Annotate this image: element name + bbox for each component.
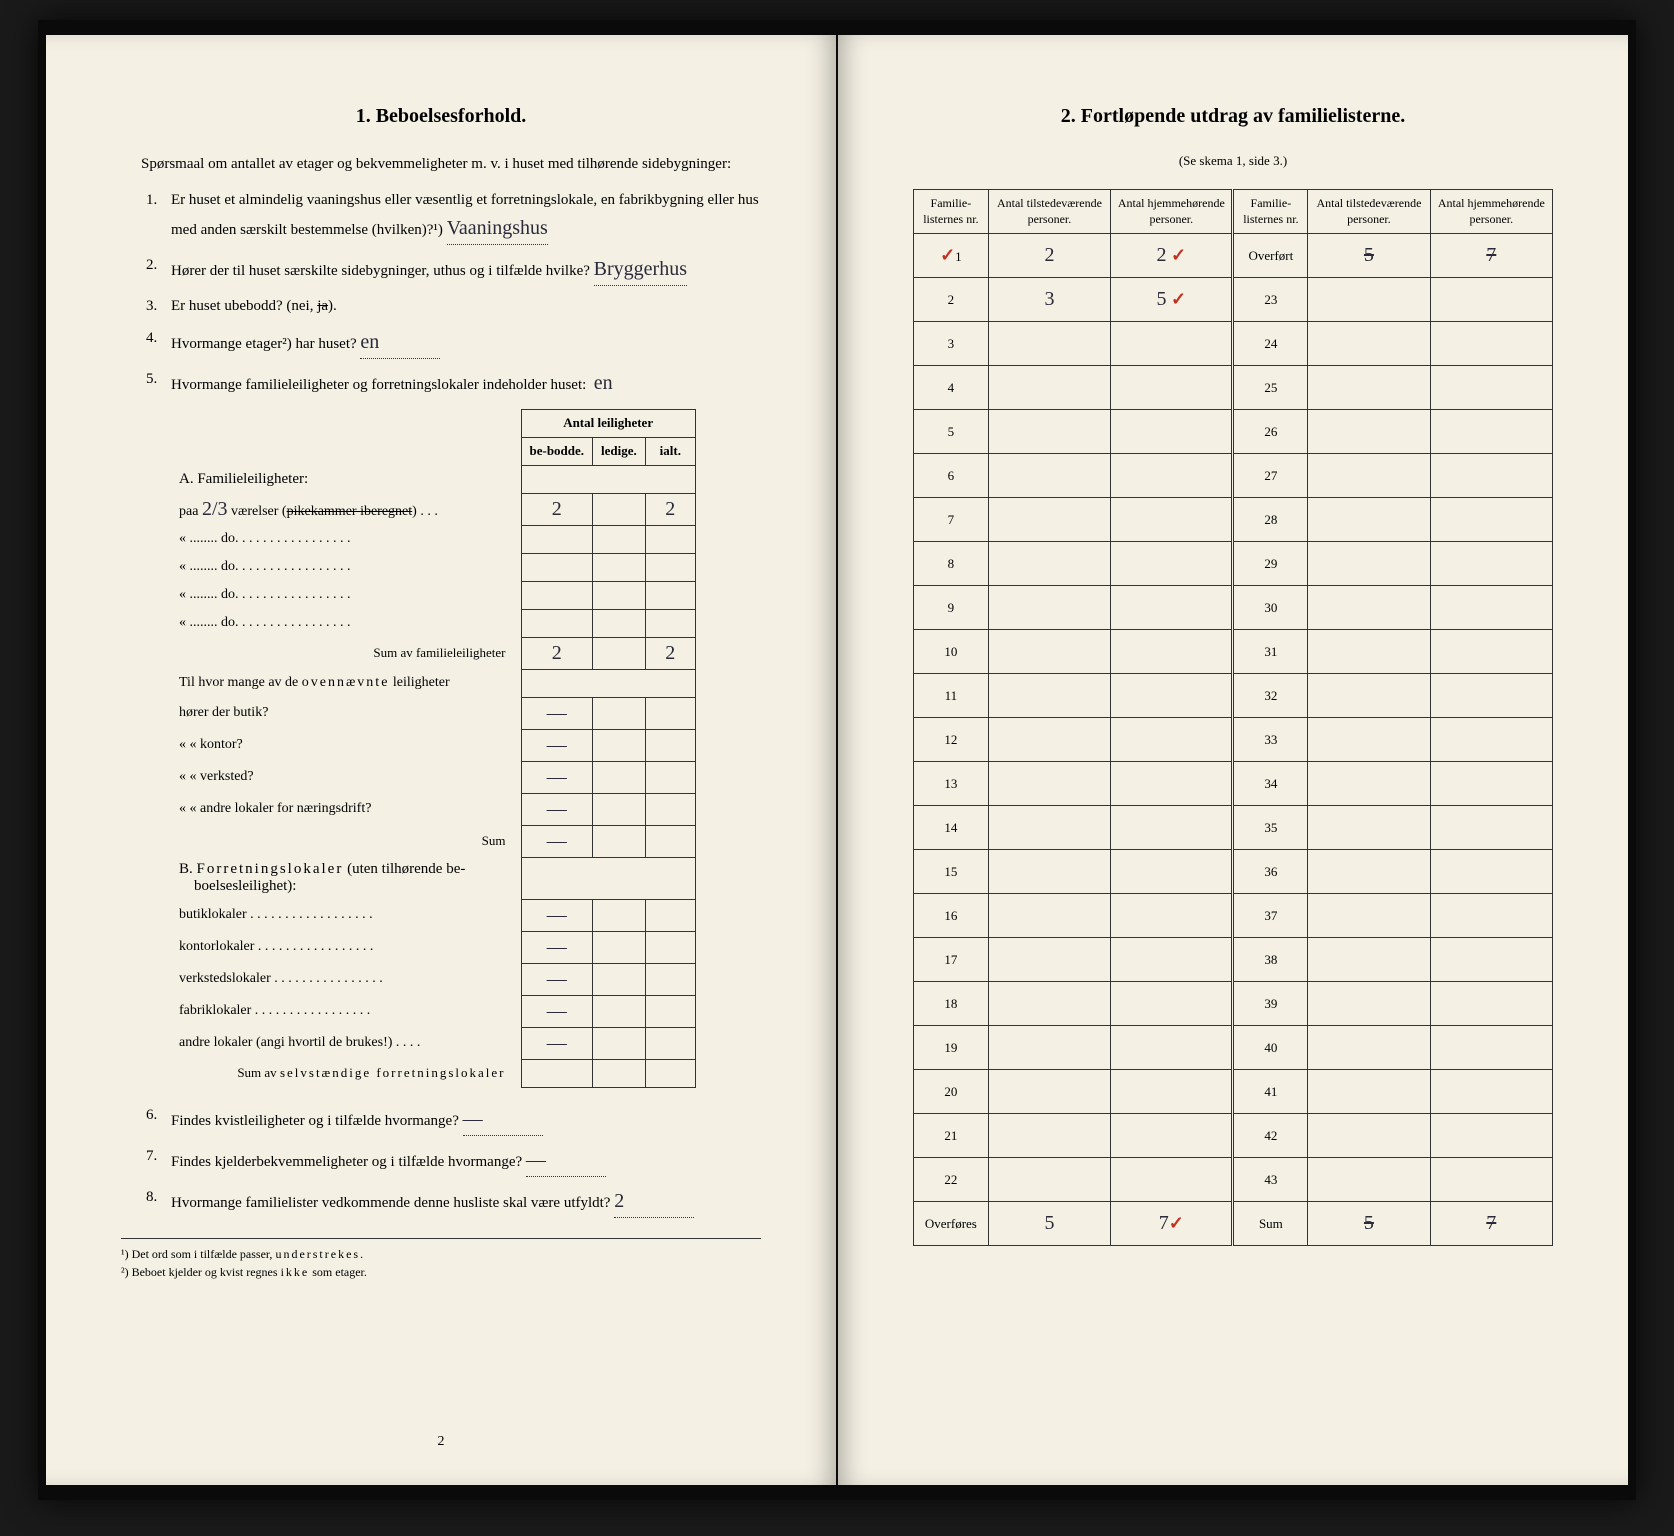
table-row: hører der butik? —: [171, 697, 695, 729]
table-row: 2142: [914, 1114, 1553, 1158]
section-1-num: 1.: [356, 105, 371, 127]
table-row: 1738: [914, 938, 1553, 982]
left-page: 1. Beboelsesforhold. Spørsmaal om antall…: [46, 35, 836, 1485]
section-2-num: 2.: [1061, 105, 1076, 127]
table-row: 235 ✓23: [914, 278, 1553, 322]
question-3: 3. Er huset ubebodd? (nei, ja).: [146, 294, 761, 318]
table-row: 1435: [914, 806, 1553, 850]
table-row: « « kontor? —: [171, 729, 695, 761]
table-row: fabriklokaler . . . . . . . . . . . . . …: [171, 995, 695, 1027]
footnote-1: ¹) Det ord som i tilfælde passer, unders…: [121, 1247, 761, 1262]
table-row: 1839: [914, 982, 1553, 1026]
col-header: Familie-listernes nr.: [1233, 190, 1308, 234]
questions-list: 1. Er huset et almindelig vaaningshus el…: [121, 188, 761, 399]
checkmark-icon: ✓: [1167, 289, 1187, 309]
checkmark-icon: ✓: [940, 245, 955, 265]
table-row: 627: [914, 454, 1553, 498]
answer-6: —: [463, 1103, 543, 1136]
question-4: 4. Hvormange etager²) har huset? en: [146, 326, 761, 359]
col-header: Antal hjemmehørende personer.: [1111, 190, 1233, 234]
book-spread: 1. Beboelsesforhold. Spørsmaal om antall…: [38, 20, 1636, 1500]
table-row: « ........ do. . . . . . . . . . . . . .…: [171, 525, 695, 553]
table-row: 1334: [914, 762, 1553, 806]
right-page: 2. Fortløpende utdrag av familielisterne…: [838, 35, 1628, 1485]
table-row: 1132: [914, 674, 1553, 718]
table-row: 324: [914, 322, 1553, 366]
table-row: « « andre lokaler for næringsdrift? —: [171, 793, 695, 825]
answer-3: (nei, ja).: [286, 298, 336, 314]
col-header: Familie-listernes nr.: [914, 190, 989, 234]
table-row: 1637: [914, 894, 1553, 938]
questions-list-2: 6. Findes kvistleiligheter og i tilfælde…: [121, 1103, 761, 1218]
table-row: 1233: [914, 718, 1553, 762]
question-5: 5. Hvormange familieleiligheter og forre…: [146, 367, 761, 399]
question-1: 1. Er huset et almindelig vaaningshus el…: [146, 188, 761, 245]
table-footer-row: Overføres 5 7✓ Sum 5 7: [914, 1202, 1553, 1246]
table-row: andre lokaler (angi hvortil de brukes!) …: [171, 1027, 695, 1059]
table-row: kontorlokaler . . . . . . . . . . . . . …: [171, 931, 695, 963]
table-row: 1031: [914, 630, 1553, 674]
section-2-subtitle: (Se skema 1, side 3.): [913, 153, 1553, 169]
table-row: 1536: [914, 850, 1553, 894]
table-row: ✓122 ✓Overført57: [914, 234, 1553, 278]
dwellings-table: Antal leiligheter be-bodde. ledige. ialt…: [171, 409, 696, 1088]
table-header-group: Antal leiligheter: [521, 409, 695, 437]
section-1-title: 1. Beboelsesforhold.: [121, 105, 761, 128]
section-b-sum: Sum av selvstændige forretningslokaler: [171, 1059, 695, 1087]
col-ialt: ialt.: [645, 437, 695, 465]
answer-1: Vaaningshus: [447, 212, 548, 245]
table-row: 1940: [914, 1026, 1553, 1070]
table-row: 2041: [914, 1070, 1553, 1114]
table-row: paa 2/3 værelser (pikekammer iberegnet) …: [171, 493, 695, 525]
family-list-table: Familie-listernes nr. Antal tilstedevære…: [913, 189, 1553, 1246]
section-b-title: B. Forretningslokaler (uten tilhørende b…: [171, 857, 521, 899]
table-row: « « verksted? —: [171, 761, 695, 793]
section-a-sub-sum: Sum —: [171, 825, 695, 857]
table-row: « ........ do. . . . . . . . . . . . . .…: [171, 581, 695, 609]
checkmark-icon: ✓: [1167, 245, 1187, 265]
section-a-sub-intro: Til hvor mange av de ovennævnte leilighe…: [171, 669, 521, 697]
answer-2: Bryggerhus: [594, 253, 687, 286]
section-a-title: A. Familieleiligheter:: [171, 465, 521, 493]
table-row: 728: [914, 498, 1553, 542]
col-header: Antal hjemmehørende personer.: [1430, 190, 1552, 234]
answer-5: en: [594, 372, 613, 394]
table-row: « ........ do. . . . . . . . . . . . . .…: [171, 553, 695, 581]
col-bebodde: be-bodde.: [521, 437, 593, 465]
table-row: 2243: [914, 1158, 1553, 1202]
table-row: 425: [914, 366, 1553, 410]
page-number-left: 2: [46, 1434, 836, 1450]
section-2-title: 2. Fortløpende utdrag av familielisterne…: [913, 105, 1553, 128]
col-ledige: ledige.: [593, 437, 646, 465]
col-header: Antal tilstedeværende personer.: [1308, 190, 1430, 234]
question-2: 2. Hører der til huset særskilte sidebyg…: [146, 253, 761, 286]
question-7: 7. Findes kjelderbekvemmeligheter og i t…: [146, 1144, 761, 1177]
question-6: 6. Findes kvistleiligheter og i tilfælde…: [146, 1103, 761, 1136]
table-row: « ........ do. . . . . . . . . . . . . .…: [171, 609, 695, 637]
footnote-2: ²) Beboet kjelder og kvist regnes ikke s…: [121, 1265, 761, 1280]
table-row: butiklokaler . . . . . . . . . . . . . .…: [171, 899, 695, 931]
table-row: 829: [914, 542, 1553, 586]
intro-paragraph: Spørsmaal om antallet av etager og bekve…: [121, 153, 761, 176]
table-row: 930: [914, 586, 1553, 630]
table-row: verkstedslokaler . . . . . . . . . . . .…: [171, 963, 695, 995]
question-8: 8. Hvormange familielister vedkommende d…: [146, 1185, 761, 1218]
section-a-sum: Sum av familieleiligheter 2 2: [171, 637, 695, 669]
footnotes: ¹) Det ord som i tilfælde passer, unders…: [121, 1238, 761, 1280]
answer-4: en: [360, 326, 440, 359]
answer-7: —: [526, 1144, 606, 1177]
col-header: Antal tilstedeværende personer.: [988, 190, 1110, 234]
table-row: 526: [914, 410, 1553, 454]
answer-8: 2: [614, 1185, 694, 1218]
